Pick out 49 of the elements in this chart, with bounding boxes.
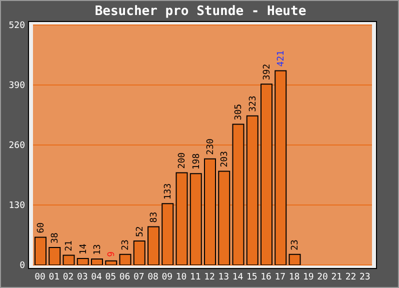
x-tick-label: 15 bbox=[246, 272, 258, 282]
data-label: 60 bbox=[36, 222, 46, 234]
x-tick-label: 07 bbox=[134, 272, 144, 282]
data-label: 392 bbox=[262, 64, 272, 80]
x-tick-label: 03 bbox=[77, 272, 88, 282]
data-label: 305 bbox=[234, 104, 244, 120]
data-label: 38 bbox=[50, 232, 61, 244]
x-tick-label: 18 bbox=[288, 272, 300, 282]
data-label: 23 bbox=[121, 240, 132, 250]
data-label: 21 bbox=[64, 240, 75, 252]
data-label: 323 bbox=[248, 96, 258, 112]
data-label: 9 bbox=[107, 251, 118, 257]
y-tick-label: 520 bbox=[8, 21, 25, 32]
x-tick-label: 01 bbox=[48, 272, 60, 282]
data-label: 203 bbox=[220, 151, 230, 168]
chart-title: Besucher pro Stunde - Heute bbox=[94, 4, 308, 19]
x-tick-label: 17 bbox=[274, 272, 286, 282]
x-tick-label: 00 bbox=[34, 272, 46, 282]
x-tick-label: 09 bbox=[162, 272, 173, 282]
x-tick-label: 05 bbox=[105, 272, 116, 282]
x-tick-label: 21 bbox=[331, 272, 342, 282]
x-tick-label: 04 bbox=[91, 272, 102, 282]
data-label: 83 bbox=[150, 212, 160, 223]
data-label: 14 bbox=[78, 244, 89, 255]
x-tick-label: 12 bbox=[204, 272, 215, 282]
x-tick-label: 20 bbox=[317, 272, 328, 282]
x-tick-label: 06 bbox=[119, 272, 130, 282]
x-tick-label: 16 bbox=[260, 272, 272, 282]
x-tick-label: 11 bbox=[190, 272, 201, 282]
y-tick-label: 260 bbox=[8, 141, 25, 152]
x-tick-label: 23 bbox=[360, 272, 370, 282]
x-tick-label: 02 bbox=[62, 272, 74, 282]
x-tick-label: 14 bbox=[232, 272, 244, 282]
data-label: 198 bbox=[192, 153, 202, 170]
y-tick-label: 390 bbox=[8, 81, 25, 92]
x-tick-label: 10 bbox=[176, 272, 187, 282]
x-tick-label: 22 bbox=[345, 272, 356, 282]
data-label: 230 bbox=[206, 138, 216, 155]
y-tick-label: 0 bbox=[20, 261, 25, 272]
x-tick-label: 08 bbox=[148, 272, 158, 282]
data-label: 421 bbox=[276, 50, 287, 67]
data-label: 52 bbox=[135, 226, 146, 237]
data-label: 13 bbox=[93, 244, 103, 255]
y-tick-label: 130 bbox=[8, 201, 25, 212]
x-tick-label: 19 bbox=[303, 272, 314, 282]
data-label: 23 bbox=[290, 240, 301, 250]
data-label: 133 bbox=[164, 183, 174, 200]
x-tick-label: 13 bbox=[218, 272, 230, 282]
data-label: 200 bbox=[178, 152, 188, 169]
